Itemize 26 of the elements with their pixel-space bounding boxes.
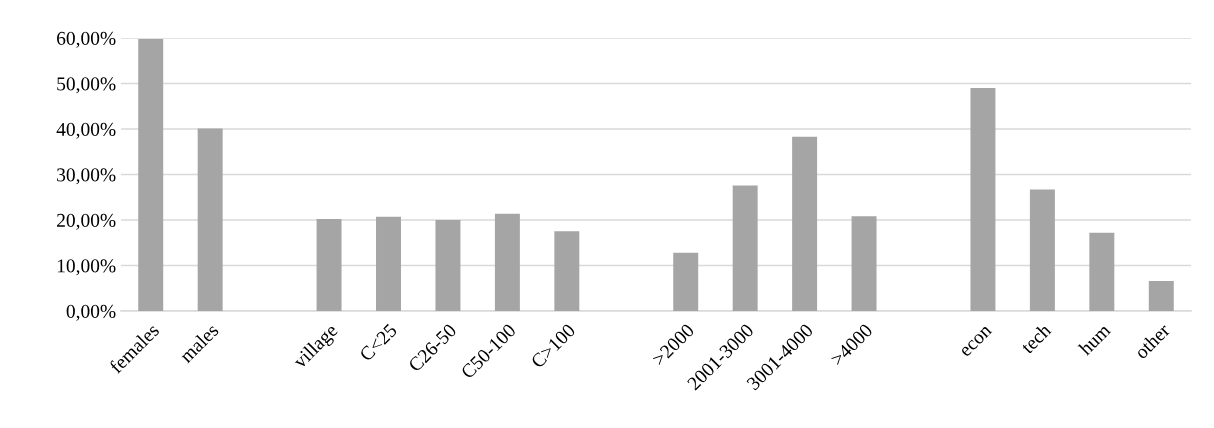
- bar: [376, 216, 401, 311]
- x-tick-label: tech: [1019, 322, 1052, 355]
- bar: [1148, 280, 1174, 311]
- y-tick-label: 30,00%: [57, 168, 116, 185]
- x-tick-label: other: [1133, 322, 1171, 360]
- y-tick-label: 20,00%: [57, 213, 116, 230]
- bar: [732, 185, 758, 311]
- bar: [792, 136, 818, 311]
- x-tick-label: econ: [960, 325, 993, 358]
- bar: [1029, 189, 1055, 311]
- bar: [435, 220, 461, 311]
- bar: [673, 252, 699, 311]
- y-tick-label: 10,00%: [57, 259, 116, 276]
- bar: [316, 219, 342, 311]
- bar: [1089, 232, 1115, 311]
- y-tick-label: 40,00%: [56, 122, 116, 139]
- x-tick-label: hum: [1077, 322, 1112, 357]
- bar: [554, 231, 580, 311]
- bar: [970, 88, 996, 311]
- bar: [197, 128, 223, 311]
- y-tick-label: 60,00%: [57, 31, 116, 48]
- y-tick-label: 50,00%: [57, 77, 116, 94]
- bar: [851, 216, 877, 311]
- bar: [494, 213, 520, 311]
- y-tick-label: 0,00%: [66, 304, 116, 321]
- bar: [138, 38, 164, 311]
